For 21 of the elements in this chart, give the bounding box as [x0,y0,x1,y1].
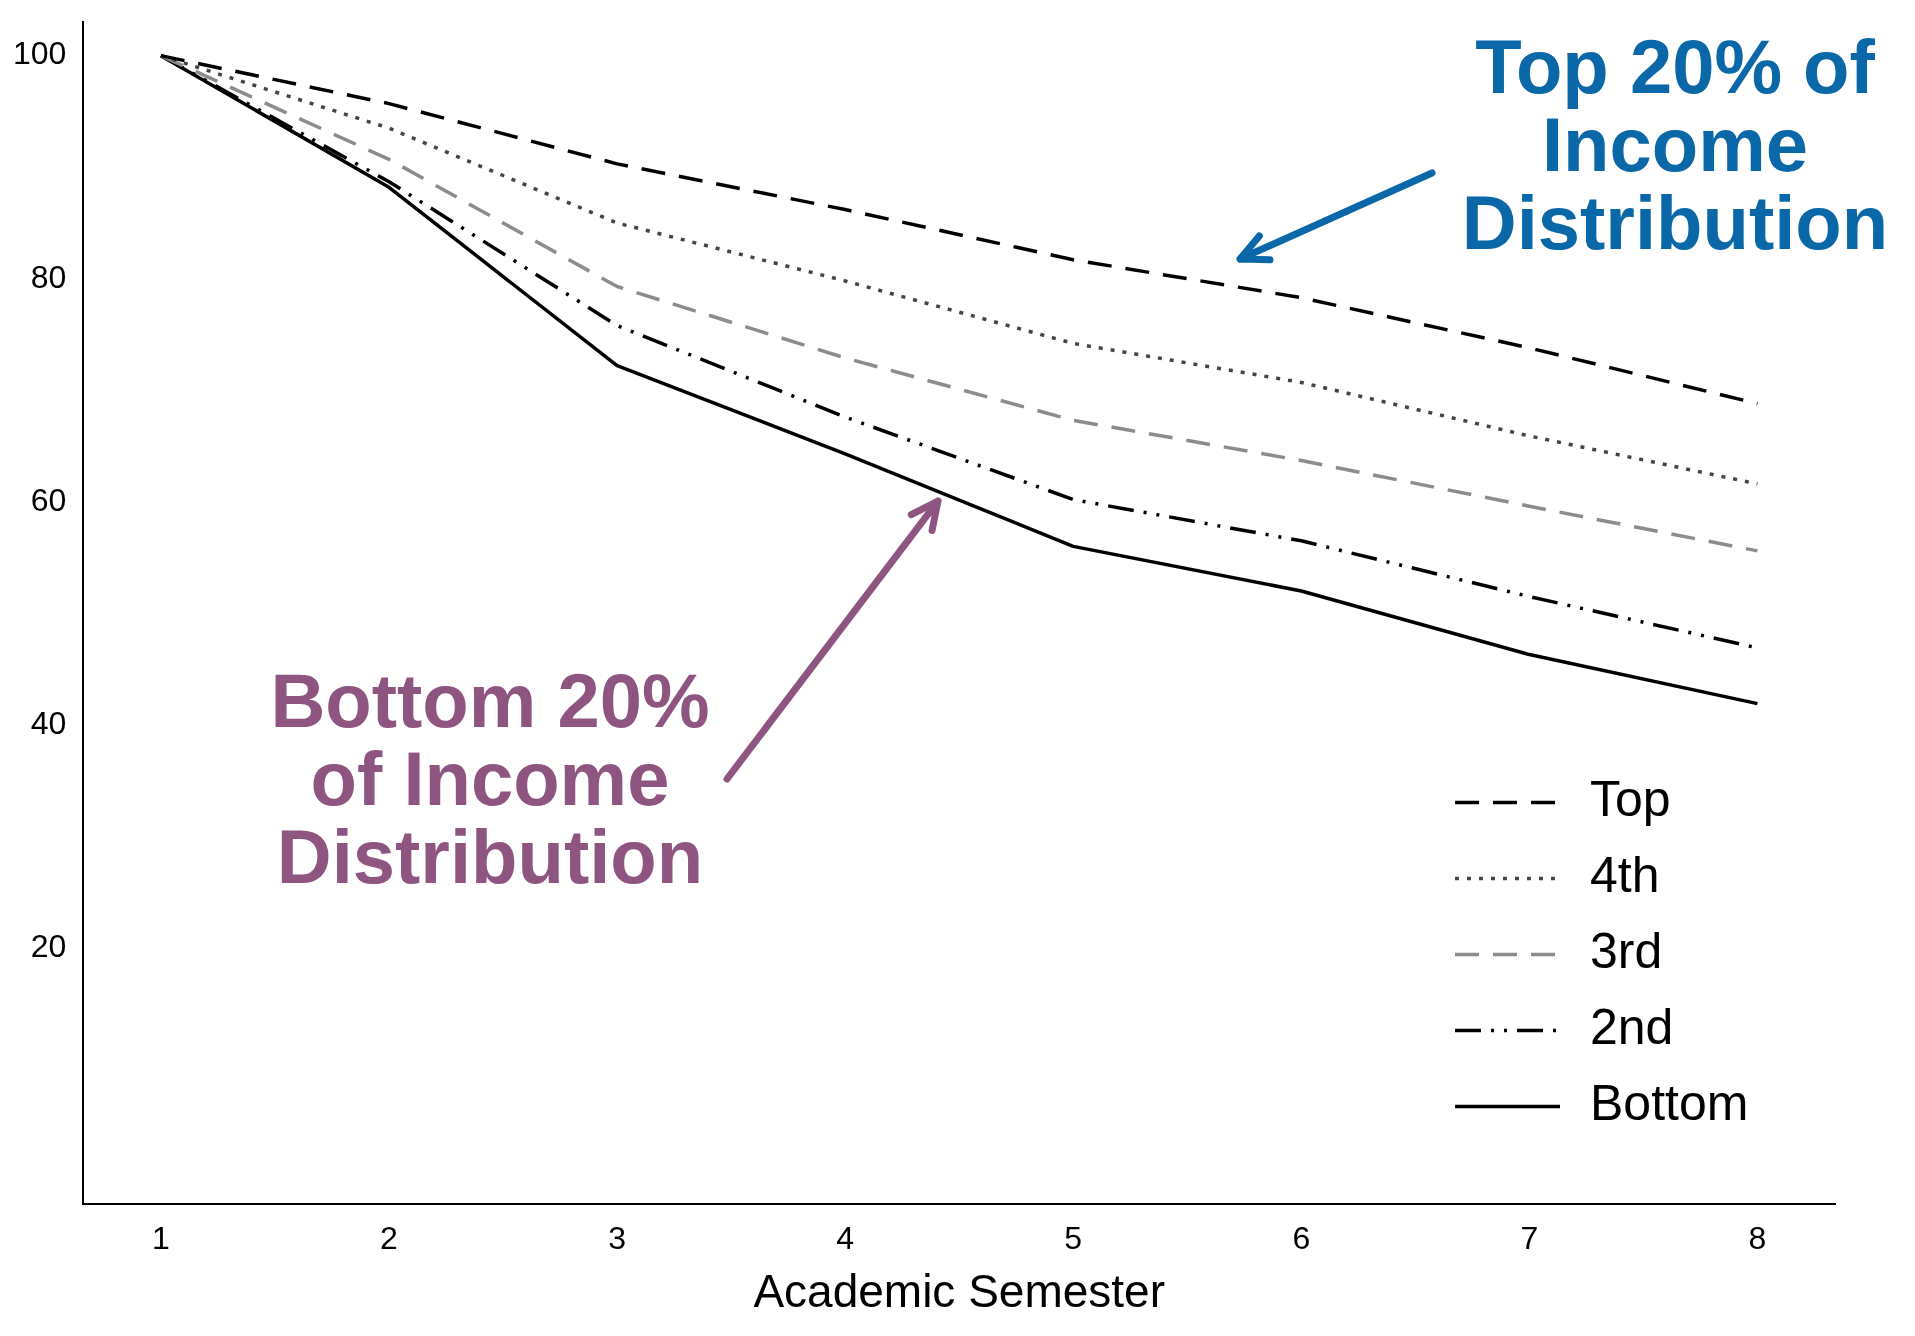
y-tick-label: 60 [30,481,67,518]
y-tick-label: 80 [30,258,67,295]
x-tick-label: 3 [608,1220,626,1257]
x-tick-label: 1 [152,1220,170,1257]
x-tick-label: 2 [380,1220,398,1257]
y-tick-label: 100 [13,35,67,72]
legend-label: 4th [1590,847,1660,904]
x-tick-label: 4 [836,1220,855,1257]
x-tick-label: 6 [1292,1220,1311,1257]
legend-label: Bottom [1590,1075,1749,1132]
legend-label: 3rd [1590,923,1663,980]
legend-label: 2nd [1590,999,1674,1056]
x-tick-label: 7 [1520,1220,1539,1257]
annotation: Top 20% of Income Distribution [1460,24,1890,265]
x-tick-label: 8 [1748,1220,1767,1257]
y-tick-label: 20 [30,927,67,964]
y-tick-label: 40 [30,704,67,741]
legend-label: Top [1590,771,1671,828]
x-tick-label: 5 [1064,1220,1083,1257]
annotation: Bottom 20% of Income Distribution [269,658,711,899]
x-axis-title: Academic Semester [753,1265,1165,1318]
